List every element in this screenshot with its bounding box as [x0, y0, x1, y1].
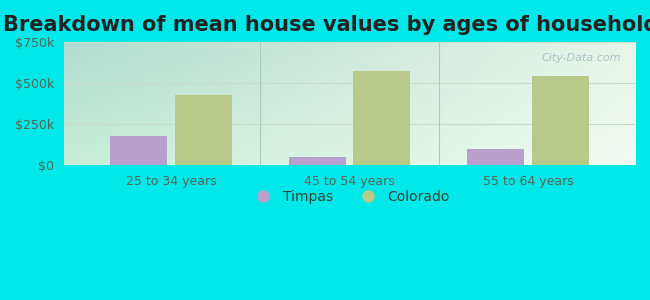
Legend: Timpas, Colorado: Timpas, Colorado — [244, 184, 455, 210]
Text: City-Data.com: City-Data.com — [541, 53, 621, 63]
Bar — [353, 71, 410, 165]
Bar — [111, 136, 168, 165]
Bar — [289, 157, 346, 165]
Bar — [175, 95, 231, 165]
Title: Breakdown of mean house values by ages of householders: Breakdown of mean house values by ages o… — [3, 15, 650, 35]
Bar — [467, 148, 525, 165]
Bar — [532, 76, 589, 165]
